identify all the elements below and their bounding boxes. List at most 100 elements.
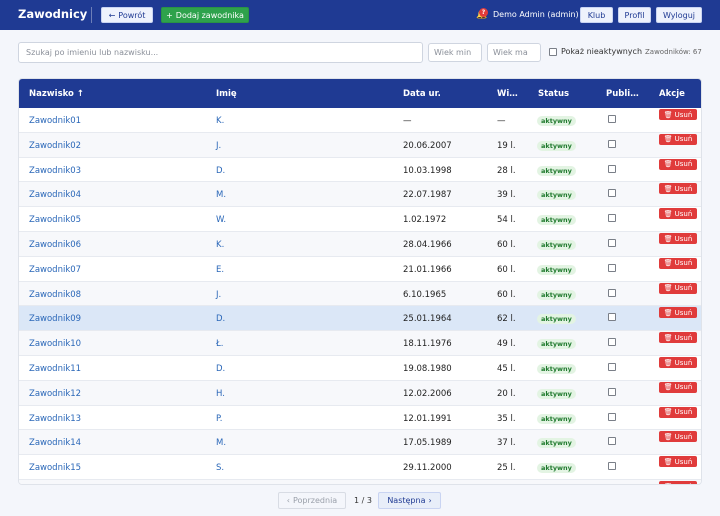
public-checkbox[interactable] <box>608 214 616 223</box>
delete-button[interactable]: 🗑Usuń <box>659 183 697 195</box>
logout-button[interactable]: Wyloguj <box>656 7 702 23</box>
player-surname-link[interactable]: Zawodnik02 <box>29 140 82 151</box>
public-checkbox[interactable] <box>608 189 616 198</box>
previous-page-button[interactable]: ‹ Poprzednia <box>278 492 346 509</box>
public-checkbox[interactable] <box>608 363 616 371</box>
public-checkbox[interactable] <box>608 263 616 272</box>
age-max-input[interactable] <box>487 43 541 62</box>
delete-button[interactable]: 🗑Usuń <box>659 257 697 269</box>
delete-button-label: Usuń <box>674 259 693 268</box>
back-button[interactable]: ← Powrót <box>101 7 153 23</box>
player-surname-link[interactable]: Zawodnik07 <box>29 264 82 275</box>
delete-button[interactable]: 🗑Usuń <box>659 307 697 319</box>
player-first-initial[interactable]: D. <box>216 314 226 325</box>
player-first-initial[interactable]: Ł. <box>216 339 224 350</box>
player-first-initial[interactable]: H. <box>216 388 225 399</box>
public-checkbox[interactable] <box>608 115 616 123</box>
table-row[interactable]: Zawodnik11 D. 19.08.1980 45 l. aktywny 🗑 Usuń <box>19 356 701 381</box>
delete-button[interactable]: 🗑Usuń <box>659 381 697 393</box>
delete-button-label: Usuń <box>674 110 693 119</box>
player-surname-link[interactable]: Zawodnik10 <box>29 339 82 350</box>
player-surname-link[interactable]: Zawodnik08 <box>29 289 82 300</box>
player-surname-link[interactable]: Zawodnik09 <box>29 314 82 325</box>
delete-button[interactable]: 🗑Usuń <box>659 456 697 468</box>
player-first-initial[interactable]: K. <box>216 116 225 126</box>
show-inactive-checkbox[interactable] <box>549 48 557 56</box>
column-header-birth-date[interactable]: Data ur. <box>403 89 441 99</box>
player-surname-link[interactable]: Zawodnik06 <box>29 240 82 250</box>
player-surname-link[interactable]: Zawodnik04 <box>29 190 82 201</box>
public-checkbox[interactable] <box>608 239 616 247</box>
club-button[interactable]: Klub <box>580 7 613 23</box>
public-checkbox[interactable] <box>608 288 616 297</box>
trash-icon: 🗑 <box>664 483 673 485</box>
player-first-initial[interactable]: D. <box>216 165 226 176</box>
public-checkbox[interactable] <box>608 338 616 347</box>
player-surname-link[interactable]: Zawodnik13 <box>29 413 82 424</box>
search-input[interactable] <box>18 42 423 63</box>
next-page-button[interactable]: Następna › <box>378 492 441 509</box>
player-surname-link[interactable]: Zawodnik05 <box>29 215 82 226</box>
public-checkbox[interactable] <box>608 437 616 446</box>
public-checkbox[interactable] <box>608 164 616 173</box>
delete-button[interactable]: 🗑Usuń <box>659 109 697 120</box>
notifications[interactable]: 🔔 ? <box>476 8 488 20</box>
delete-button[interactable]: 🗑Usuń <box>659 158 697 170</box>
delete-button[interactable]: 🗑Usuń <box>659 406 697 418</box>
delete-button[interactable]: 🗑Usuń <box>659 481 697 485</box>
delete-button[interactable]: 🗑Usuń <box>659 431 697 443</box>
player-first-initial[interactable]: K. <box>216 240 225 250</box>
player-first-initial[interactable]: J. <box>216 140 222 151</box>
table-row[interactable]: Zawodnik06 K. 28.04.1966 60 l. aktywny 🗑 Usuń <box>19 232 701 257</box>
delete-button[interactable]: 🗑Usuń <box>659 332 697 344</box>
profile-button[interactable]: Profil <box>618 7 651 23</box>
column-header-first-name[interactable]: Imię <box>216 89 237 99</box>
player-surname-link[interactable]: Zawodnik15 <box>29 463 82 474</box>
player-first-initial[interactable]: M. <box>216 190 227 201</box>
player-first-initial[interactable]: D. <box>216 364 226 374</box>
table-row[interactable]: Zawodnik08 J. 6.10.1965 60 l. aktywny 🗑 Usuń <box>19 281 701 307</box>
table-row[interactable]: Zawodnik02 J. 20.06.2007 19 l. aktywny 🗑 Usuń <box>19 132 701 158</box>
delete-button[interactable]: 🗑Usuń <box>659 282 697 294</box>
player-first-initial[interactable]: E. <box>216 264 225 275</box>
player-first-initial[interactable]: W. <box>216 215 227 226</box>
table-row[interactable]: Zawodnik14 M. 17.05.1989 37 l. aktywny 🗑 Usuń <box>19 430 701 456</box>
public-checkbox[interactable] <box>608 412 616 421</box>
add-player-button[interactable]: + Dodaj zawodnika <box>161 7 249 23</box>
public-checkbox[interactable] <box>608 387 616 396</box>
table-row[interactable]: Zawodnik01 K. — — aktywny 🗑 Usuń <box>19 108 701 133</box>
player-surname-link[interactable]: Zawodnik01 <box>29 116 82 126</box>
player-surname-link[interactable]: Zawodnik11 <box>29 364 82 374</box>
column-header-status[interactable]: Status <box>538 89 570 99</box>
table-row[interactable]: Zawodnik05 W. 1.02.1972 54 l. aktywny 🗑 Usuń <box>19 207 701 232</box>
column-header-public[interactable]: Publi… <box>606 89 639 99</box>
column-header-surname[interactable]: Nazwisko ↑ <box>29 89 84 99</box>
table-row[interactable]: 🗑Usuń <box>19 480 701 485</box>
player-first-initial[interactable]: S. <box>216 463 225 474</box>
public-checkbox[interactable] <box>608 313 616 322</box>
table-row[interactable]: Zawodnik12 H. 12.02.2006 20 l. aktywny 🗑 Usuń <box>19 380 701 406</box>
delete-button[interactable]: 🗑Usuń <box>659 133 697 145</box>
player-surname-link[interactable]: Zawodnik03 <box>29 165 82 176</box>
delete-button[interactable]: 🗑Usuń <box>659 233 697 244</box>
table-row[interactable]: Zawodnik15 S. 29.11.2000 25 l. aktywny 🗑 Usuń <box>19 455 701 480</box>
status-badge: aktywny <box>537 388 576 399</box>
table-row[interactable]: Zawodnik10 Ł. 18.11.1976 49 l. aktywny 🗑 Usuń <box>19 331 701 356</box>
delete-button[interactable]: 🗑Usuń <box>659 357 697 368</box>
player-surname-link[interactable]: Zawodnik12 <box>29 388 82 399</box>
player-surname-link[interactable]: Zawodnik14 <box>29 438 82 449</box>
column-header-age[interactable]: Wi… <box>497 89 518 99</box>
player-first-initial[interactable]: J. <box>216 289 222 300</box>
table-row[interactable]: Zawodnik07 E. 21.01.1966 60 l. aktywny 🗑 Usuń <box>19 257 701 282</box>
delete-button[interactable]: 🗑Usuń <box>659 208 697 220</box>
table-row[interactable]: Zawodnik03 D. 10.03.1998 28 l. aktywny 🗑 Usuń <box>19 158 701 183</box>
player-first-initial[interactable]: P. <box>216 413 223 424</box>
table-row[interactable]: Zawodnik13 P. 12.01.1991 35 l. aktywny 🗑 Usuń <box>19 406 701 431</box>
public-checkbox[interactable] <box>608 462 616 471</box>
status-badge: aktywny <box>537 339 576 350</box>
public-checkbox[interactable] <box>608 139 616 148</box>
table-row[interactable]: Zawodnik09 D. 25.01.1964 62 l. aktywny 🗑 Usuń <box>19 306 701 332</box>
player-first-initial[interactable]: M. <box>216 438 227 449</box>
age-min-input[interactable] <box>428 43 482 62</box>
table-row[interactable]: Zawodnik04 M. 22.07.1987 39 l. aktywny 🗑 Usuń <box>19 182 701 208</box>
